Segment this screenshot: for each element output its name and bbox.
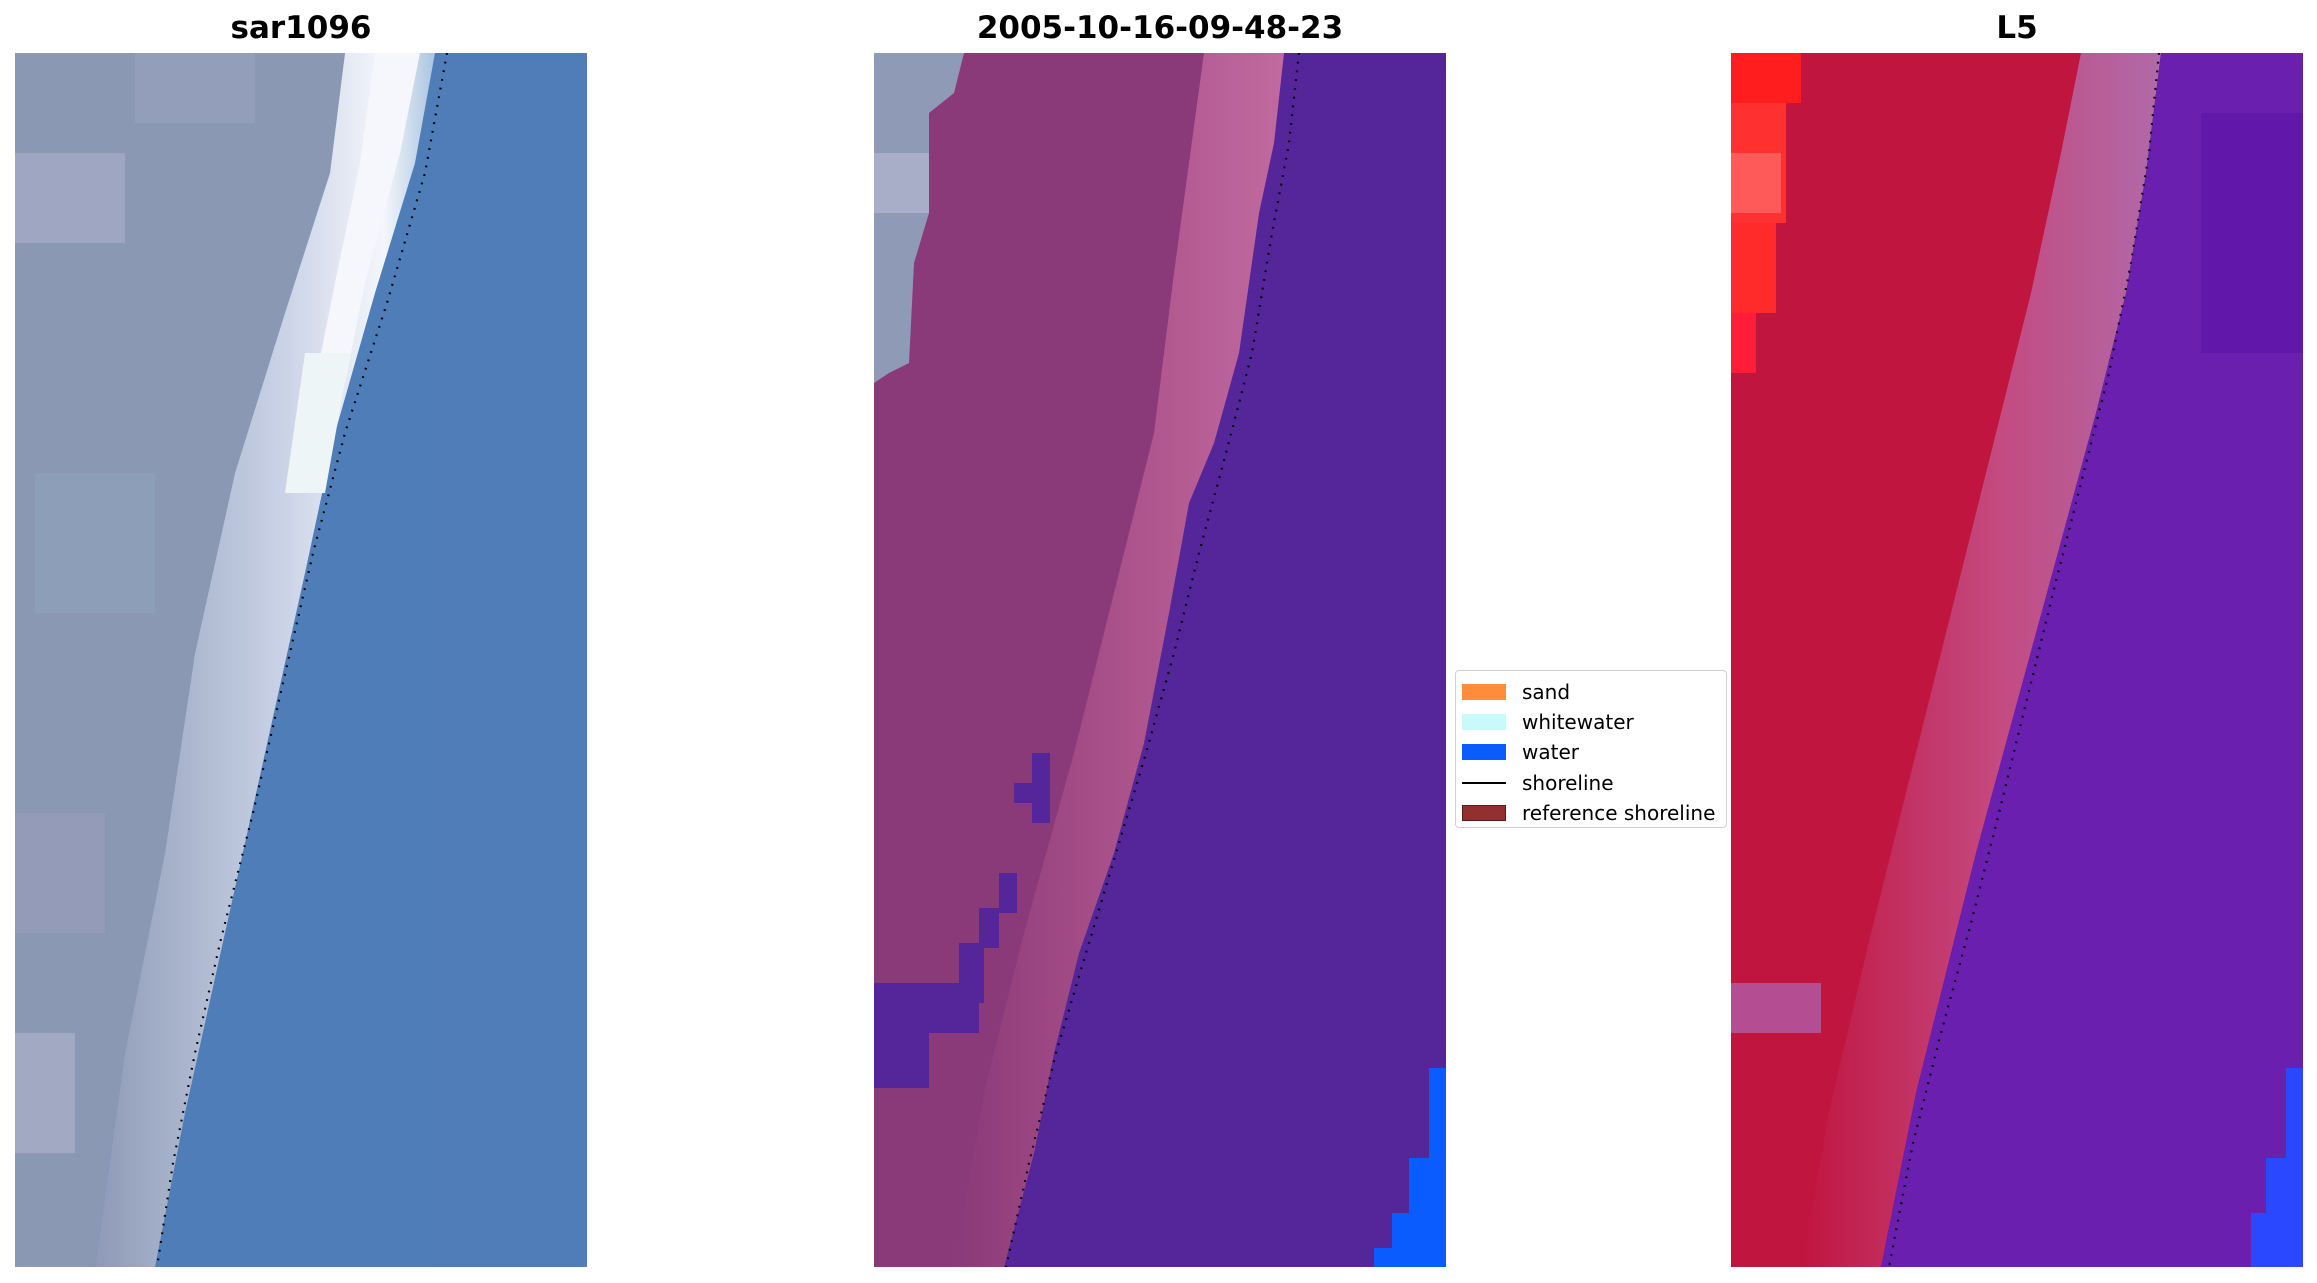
legend-item-whitewater: whitewater xyxy=(1462,707,1726,737)
shoreline-swatch xyxy=(1462,781,1506,784)
shoreline-line xyxy=(1004,53,1301,1267)
shoreline-line xyxy=(1887,53,2161,1267)
index-image xyxy=(1731,53,2303,1267)
reference-shoreline-swatch xyxy=(1462,804,1506,821)
panel-title-rgb: sar1096 xyxy=(230,10,372,46)
legend-item-water: water xyxy=(1462,737,1726,767)
panel-title-index: L5 xyxy=(1996,10,2038,46)
legend-item-shoreline: shoreline xyxy=(1462,768,1726,798)
water-swatch xyxy=(1462,744,1506,761)
shoreline-line xyxy=(155,53,449,1267)
legend-label: water xyxy=(1522,740,1579,765)
legend-label: shoreline xyxy=(1522,770,1614,795)
index-image-panel xyxy=(1731,53,2303,1267)
classification-panel xyxy=(874,53,1446,1267)
classification-image xyxy=(874,53,1446,1267)
legend: sand whitewater water shoreline referenc… xyxy=(1455,670,1727,828)
rgb-image-panel xyxy=(15,53,587,1267)
legend-item-reference-shoreline: reference shoreline xyxy=(1462,798,1726,828)
legend-label: whitewater xyxy=(1522,710,1634,735)
sand-swatch xyxy=(1462,684,1506,701)
rgb-image xyxy=(15,53,587,1267)
panel-title-classification: 2005-10-16-09-48-23 xyxy=(976,10,1344,46)
legend-item-sand: sand xyxy=(1462,677,1726,707)
legend-label: sand xyxy=(1522,680,1571,705)
legend-label: reference shoreline xyxy=(1522,800,1716,825)
whitewater-swatch xyxy=(1462,714,1506,731)
